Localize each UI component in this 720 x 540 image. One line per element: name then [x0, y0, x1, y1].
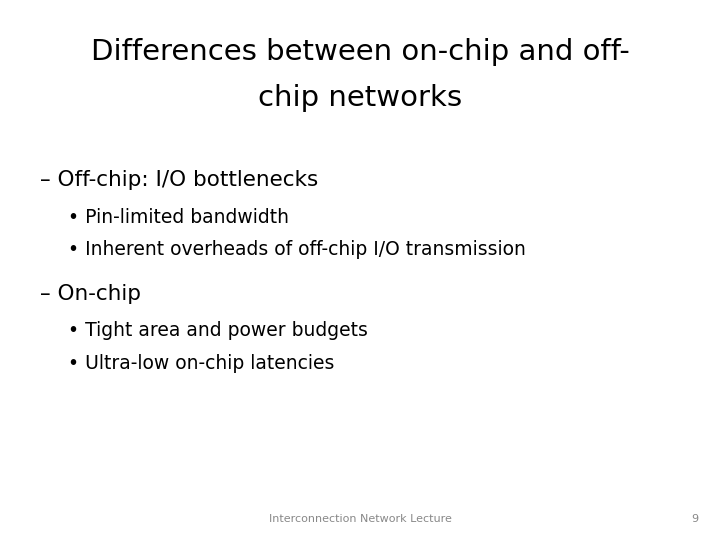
Text: – Off-chip: I/O bottlenecks: – Off-chip: I/O bottlenecks: [40, 170, 318, 190]
Text: • Pin-limited bandwidth: • Pin-limited bandwidth: [68, 208, 289, 227]
Text: • Tight area and power budgets: • Tight area and power budgets: [68, 321, 368, 340]
Text: Differences between on-chip and off-: Differences between on-chip and off-: [91, 38, 629, 66]
Text: 9: 9: [691, 514, 698, 524]
Text: • Inherent overheads of off-chip I/O transmission: • Inherent overheads of off-chip I/O tra…: [68, 240, 526, 259]
Text: • Ultra-low on-chip latencies: • Ultra-low on-chip latencies: [68, 354, 335, 373]
Text: chip networks: chip networks: [258, 84, 462, 112]
Text: Interconnection Network Lecture: Interconnection Network Lecture: [269, 514, 451, 524]
Text: – On-chip: – On-chip: [40, 284, 140, 303]
